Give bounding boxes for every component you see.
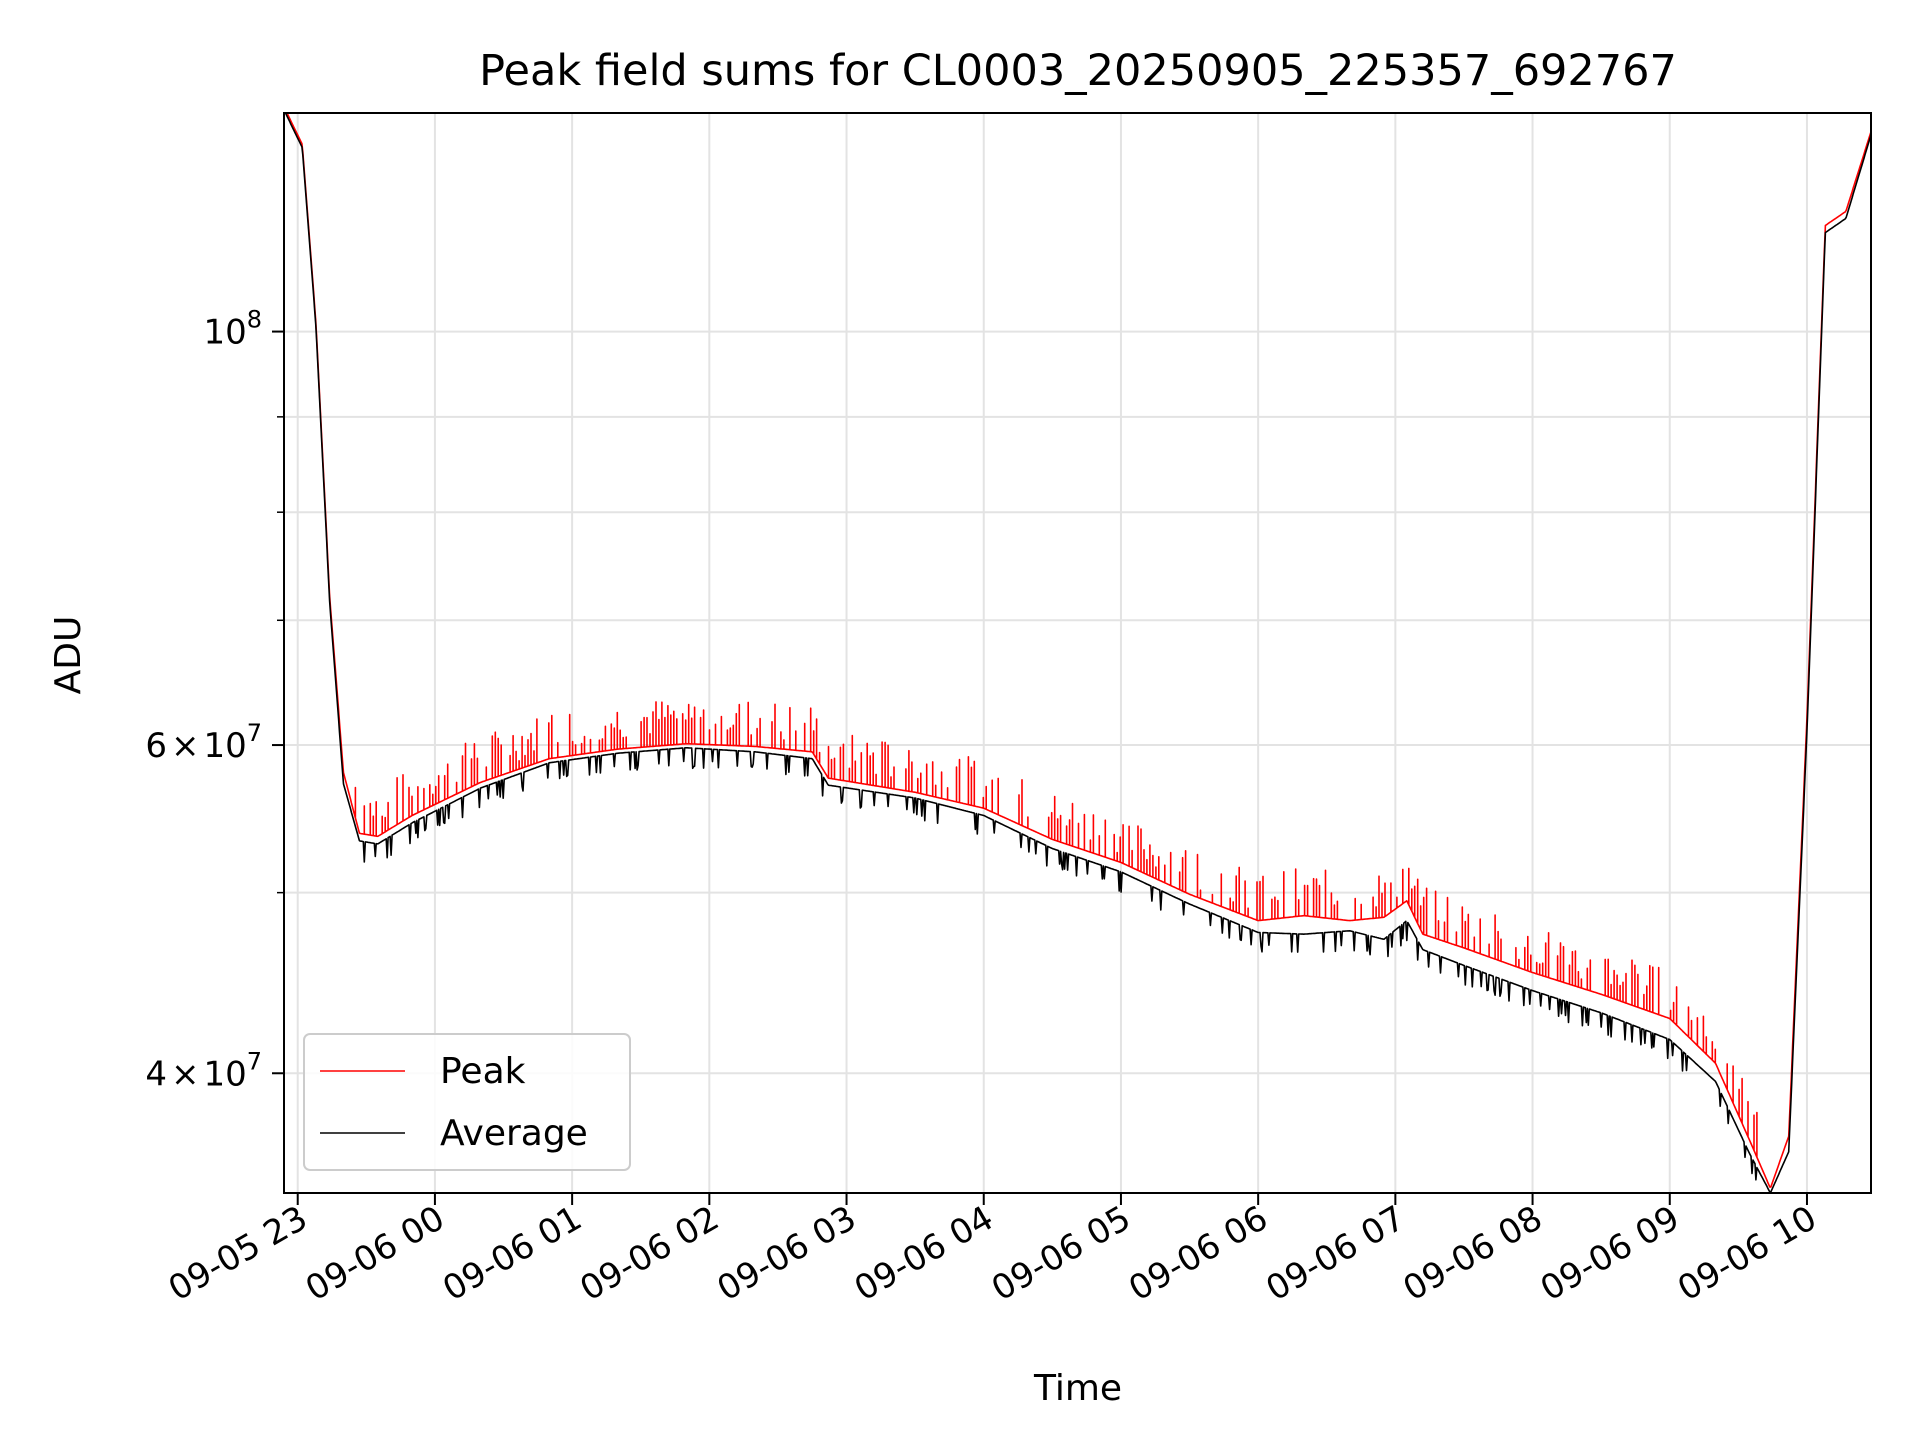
legend: Peak Average [303,1033,631,1171]
y-tick-label: 108 [203,306,262,353]
y-tick-label: 6 × 107 [145,719,262,766]
legend-box [303,1033,631,1171]
chart-title: Peak field sums for CL0003_20250905_2253… [479,46,1677,96]
legend-label-average: Average [440,1113,588,1154]
series-line-peak [286,113,1871,1188]
series-layer [284,113,1871,1193]
y-axis-label: ADU [48,616,89,695]
grid [284,113,1871,1193]
x-axis-label: Time [1033,1368,1122,1409]
plot-frame [283,112,1872,1194]
y-tick-label: 4 × 107 [145,1047,262,1094]
series-line-average [284,113,1871,1193]
legend-label-peak: Peak [440,1051,526,1092]
